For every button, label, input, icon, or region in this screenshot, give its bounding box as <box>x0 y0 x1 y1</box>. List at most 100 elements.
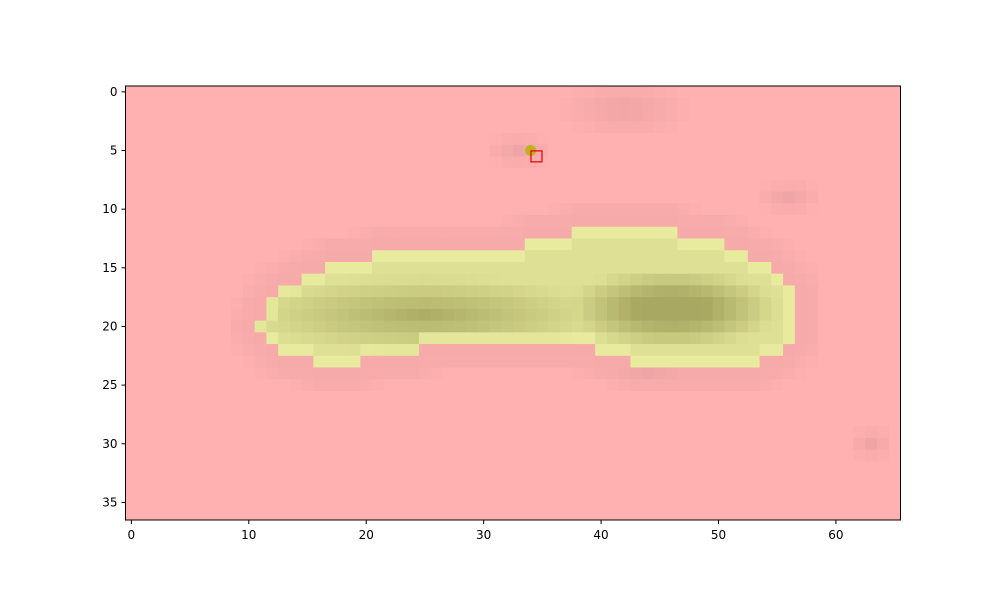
heatmap-cell <box>536 332 549 345</box>
heatmap-cell <box>583 191 596 204</box>
heatmap-cell <box>254 496 267 509</box>
heatmap-cell <box>653 273 667 286</box>
heatmap-cell <box>806 168 819 181</box>
heatmap-cell <box>148 484 162 497</box>
heatmap-cell <box>665 473 678 486</box>
heatmap-cell <box>536 215 549 228</box>
heatmap-cell <box>559 473 573 486</box>
heatmap-cell <box>700 215 714 228</box>
heatmap-cell <box>313 437 326 451</box>
heatmap-cell <box>736 473 749 486</box>
heatmap-cell <box>606 344 620 357</box>
heatmap-cell <box>841 379 854 392</box>
heatmap-cell <box>524 308 537 321</box>
heatmap-cell <box>172 379 185 392</box>
heatmap-cell <box>830 215 843 228</box>
heatmap-cell <box>207 86 220 99</box>
heatmap-cell <box>736 461 749 474</box>
heatmap-cell <box>395 344 408 357</box>
heatmap-cell <box>442 437 455 451</box>
heatmap-cell <box>289 508 303 521</box>
heatmap-cell <box>771 285 784 298</box>
heatmap-cell <box>360 332 373 345</box>
heatmap-cell <box>794 261 807 275</box>
heatmap-cell <box>665 121 678 134</box>
heatmap-cell <box>524 390 537 404</box>
heatmap-cell <box>372 344 385 357</box>
heatmap-cell <box>313 426 326 439</box>
heatmap-cell <box>278 97 291 110</box>
heatmap-cell <box>266 496 279 509</box>
heatmap-cell <box>360 203 373 216</box>
heatmap-cell <box>477 285 490 298</box>
heatmap-cell <box>125 191 138 204</box>
heatmap-cell <box>148 179 162 192</box>
heatmap-cell <box>571 449 584 462</box>
heatmap-cell <box>536 191 549 204</box>
heatmap-cell <box>642 508 655 521</box>
heatmap-cell <box>642 437 655 451</box>
heatmap-cell <box>747 437 760 451</box>
heatmap-cell <box>888 426 901 439</box>
heatmap-cell <box>325 215 338 228</box>
heatmap-cell <box>148 97 162 110</box>
heatmap-cell <box>372 320 385 333</box>
heatmap-cell <box>430 285 443 298</box>
heatmap-cell <box>336 203 349 216</box>
heatmap-cell <box>254 308 267 321</box>
heatmap-cell <box>289 226 303 239</box>
heatmap-cell <box>513 402 526 415</box>
heatmap-cell <box>524 215 537 228</box>
heatmap-cell <box>407 144 420 157</box>
heatmap-cell <box>524 250 537 263</box>
heatmap-cell <box>195 156 209 169</box>
heatmap-cell <box>289 285 303 298</box>
heatmap-cell <box>559 191 573 204</box>
heatmap-cell <box>583 379 596 392</box>
heatmap-cell <box>724 332 737 345</box>
heatmap-cell <box>266 449 279 462</box>
heatmap-cell <box>336 250 349 263</box>
heatmap-cell <box>395 132 408 146</box>
heatmap-cell <box>571 226 584 239</box>
heatmap-cell <box>759 297 772 310</box>
heatmap-cell <box>184 121 197 134</box>
heatmap-cell <box>489 414 502 427</box>
heatmap-cell <box>630 308 643 321</box>
heatmap-cell <box>841 508 854 521</box>
heatmap-cell <box>301 449 314 462</box>
heatmap-cell <box>289 332 303 345</box>
heatmap-cell <box>231 414 244 427</box>
heatmap-cell <box>759 426 772 439</box>
heatmap-cell <box>419 508 432 521</box>
heatmap-cell <box>184 261 197 275</box>
heatmap-cell <box>724 484 737 497</box>
heatmap-cell <box>865 226 878 239</box>
heatmap-cell <box>759 308 772 321</box>
heatmap-cell <box>606 132 620 146</box>
heatmap-cell <box>665 496 678 509</box>
heatmap-cell <box>383 203 396 216</box>
heatmap-cell <box>595 109 608 122</box>
heatmap-cell <box>125 285 138 298</box>
heatmap-cell <box>724 191 737 204</box>
heatmap-cell <box>172 132 185 146</box>
heatmap-cell <box>888 203 901 216</box>
heatmap-cell <box>407 355 420 368</box>
heatmap-cell <box>466 156 479 169</box>
heatmap-cell <box>806 285 819 298</box>
heatmap-cell <box>724 461 737 474</box>
heatmap-cell <box>395 390 408 404</box>
heatmap-cell <box>348 414 361 427</box>
heatmap-cell <box>419 332 432 345</box>
heatmap-cell <box>571 508 584 521</box>
heatmap-cell <box>477 414 490 427</box>
heatmap-cell <box>360 508 373 521</box>
heatmap-cell <box>747 461 760 474</box>
heatmap-cell <box>841 355 854 368</box>
heatmap-cell <box>818 250 831 263</box>
heatmap-cell <box>665 273 678 286</box>
heatmap-cell <box>313 332 326 345</box>
heatmap-cell <box>841 261 854 275</box>
heatmap-cell <box>254 144 267 157</box>
